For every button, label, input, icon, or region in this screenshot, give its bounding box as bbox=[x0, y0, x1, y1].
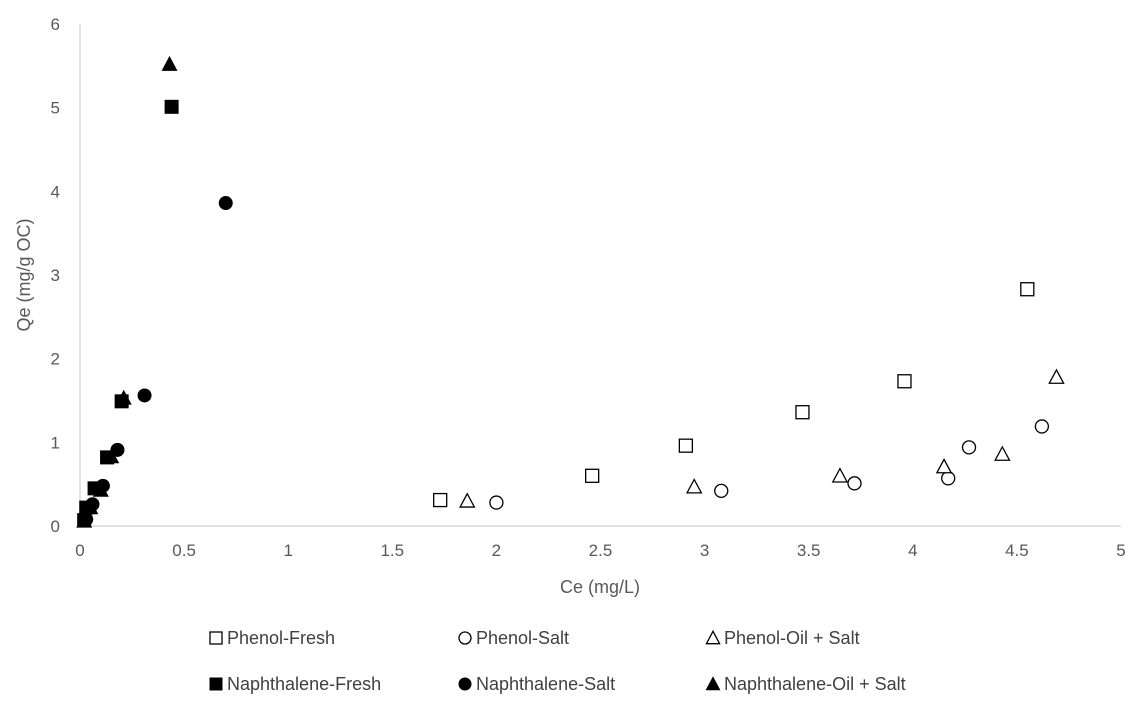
x-tick-label: 4 bbox=[908, 541, 917, 560]
y-tick-label: 3 bbox=[51, 266, 60, 285]
x-tick-label: 2.5 bbox=[589, 541, 613, 560]
y-axis-title: Qe (mg/g OC) bbox=[14, 218, 34, 331]
y-tick-label: 5 bbox=[51, 99, 60, 118]
data-point bbox=[795, 405, 810, 420]
x-tick-labels: 0 0.5 1 1.5 2 2.5 3 3.5 4 4.5 5 bbox=[75, 541, 1125, 560]
x-tick-label: 3 bbox=[700, 541, 709, 560]
legend-marker bbox=[209, 631, 223, 645]
data-point bbox=[92, 481, 109, 497]
y-tick-label: 2 bbox=[51, 350, 60, 369]
data-point bbox=[831, 467, 849, 483]
y-tick-label: 1 bbox=[51, 433, 60, 452]
x-tick-label: 1.5 bbox=[380, 541, 404, 560]
legend: Phenol-Fresh Phenol-Salt Phenol-Oil + Salt… bbox=[209, 628, 906, 694]
x-tick-label: 2 bbox=[492, 541, 501, 560]
legend-label: Phenol-Oil + Salt bbox=[724, 628, 860, 648]
data-point bbox=[459, 492, 476, 508]
data-point bbox=[897, 374, 912, 389]
data-point bbox=[935, 458, 953, 474]
data-point bbox=[1034, 419, 1050, 434]
y-tick-label: 0 bbox=[51, 517, 60, 536]
data-point bbox=[137, 388, 152, 403]
data-point bbox=[678, 438, 694, 453]
x-tick-label: 1 bbox=[283, 541, 292, 560]
data-point bbox=[941, 471, 956, 486]
data-point bbox=[76, 512, 93, 528]
legend-marker bbox=[458, 631, 472, 645]
data-point bbox=[161, 55, 178, 71]
legend-marker bbox=[209, 677, 223, 691]
x-tick-label: 5 bbox=[1116, 541, 1125, 560]
data-point bbox=[714, 483, 729, 499]
data-point bbox=[164, 99, 179, 114]
legend-label: Naphthalene-Salt bbox=[476, 674, 615, 694]
y-tick-label: 6 bbox=[51, 15, 60, 34]
data-point bbox=[585, 468, 600, 483]
legend-marker bbox=[705, 676, 721, 691]
x-tick-label: 0 bbox=[75, 541, 84, 560]
x-tick-label: 0.5 bbox=[172, 541, 196, 560]
legend-marker bbox=[705, 629, 721, 645]
y-tick-label: 4 bbox=[51, 182, 60, 201]
data-point bbox=[115, 389, 132, 405]
data-point bbox=[847, 476, 862, 491]
data-point bbox=[82, 499, 99, 515]
data-point bbox=[994, 445, 1011, 461]
x-tick-label: 3.5 bbox=[797, 541, 821, 560]
data-point bbox=[433, 492, 448, 508]
y-tick-labels: 0 1 2 3 4 5 6 bbox=[51, 15, 60, 536]
data-point bbox=[961, 440, 977, 455]
legend-label: Naphthalene-Fresh bbox=[227, 674, 381, 694]
data-point bbox=[1020, 282, 1035, 297]
data-point bbox=[218, 196, 233, 211]
x-axis-title: Ce (mg/L) bbox=[560, 577, 640, 597]
data-point bbox=[103, 448, 120, 464]
legend-label: Phenol-Salt bbox=[476, 628, 569, 648]
plot-points bbox=[76, 55, 1065, 528]
legend-label: Naphthalene-Oil + Salt bbox=[724, 674, 906, 694]
data-point bbox=[685, 478, 703, 494]
legend-marker bbox=[458, 677, 472, 691]
x-tick-label: 4.5 bbox=[1005, 541, 1029, 560]
axes bbox=[79, 24, 1121, 527]
data-point bbox=[489, 495, 504, 510]
legend-label: Phenol-Fresh bbox=[227, 628, 335, 648]
data-point bbox=[1048, 368, 1065, 384]
